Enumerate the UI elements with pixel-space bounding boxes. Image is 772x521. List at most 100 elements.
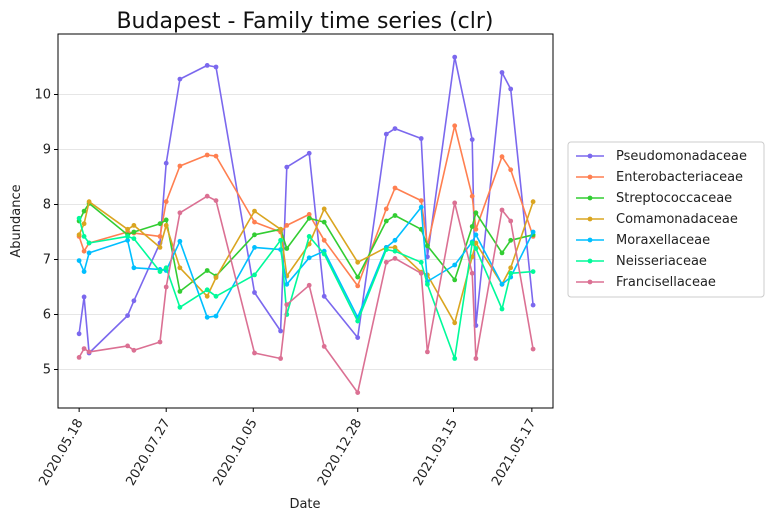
data-point	[452, 262, 458, 268]
series-pseudomonadaceae	[76, 54, 536, 356]
x-tick-label: 2020.05.18	[36, 417, 86, 489]
y-tick-label: 10	[34, 88, 51, 103]
data-point	[418, 270, 424, 276]
data-point	[530, 302, 536, 308]
data-point	[204, 63, 210, 68]
legend-item: Streptococcaceae	[576, 191, 732, 206]
data-point	[81, 294, 87, 300]
data-point	[425, 243, 430, 249]
data-point	[508, 86, 514, 92]
legend-item: Pseudomonadaceae	[576, 149, 747, 164]
legend-label: Francisellaceae	[616, 275, 716, 290]
data-point	[278, 328, 283, 334]
legend-swatch-marker	[587, 195, 593, 201]
data-point	[321, 251, 327, 257]
data-point	[418, 198, 424, 204]
legend-label: Pseudomonadaceae	[616, 149, 747, 164]
y-tick-label: 7	[43, 253, 51, 268]
data-point	[530, 199, 536, 205]
legend-item: Comamonadaceae	[576, 212, 738, 227]
data-point	[163, 160, 169, 166]
data-point	[284, 246, 290, 251]
data-point	[163, 217, 169, 223]
series-line	[78, 125, 534, 287]
x-tick-label: 2021.05.17	[489, 417, 539, 489]
series-line	[78, 56, 534, 354]
data-point	[125, 226, 130, 232]
data-point	[473, 226, 479, 232]
legend-swatch-marker	[587, 216, 593, 222]
data-point	[177, 210, 183, 216]
data-point	[252, 232, 257, 238]
data-point	[81, 234, 87, 239]
series-enterobacteriaceae	[76, 123, 536, 289]
data-point	[306, 212, 312, 217]
data-point	[252, 219, 257, 225]
data-point	[284, 302, 290, 307]
data-point	[252, 350, 257, 356]
y-tick-label: 9	[43, 143, 51, 158]
data-point	[163, 223, 169, 228]
data-point	[469, 137, 475, 143]
data-point	[508, 270, 514, 276]
data-point	[355, 335, 361, 340]
data-point	[508, 167, 514, 173]
data-point	[131, 236, 137, 242]
data-point	[530, 229, 536, 235]
data-point	[418, 259, 424, 265]
data-point	[177, 304, 183, 310]
x-tick-label: 2021.03.15	[411, 417, 461, 489]
data-point	[473, 356, 479, 361]
legend-item: Francisellaceae	[576, 275, 716, 290]
data-point	[473, 240, 479, 246]
x-tick-label: 2020.12.28	[315, 417, 365, 489]
chart-title: Budapest - Family time series (clr)	[116, 9, 493, 34]
data-point	[204, 287, 210, 293]
data-point	[473, 210, 479, 216]
data-point	[499, 250, 505, 256]
data-point	[76, 258, 82, 263]
data-point	[425, 349, 430, 355]
data-point	[131, 229, 137, 235]
data-point	[163, 265, 169, 271]
legend-swatch-marker	[587, 258, 593, 264]
data-point	[499, 154, 505, 160]
legend-label: Enterobacteriaceae	[616, 170, 743, 185]
series-comamonadaceae	[76, 199, 536, 326]
data-point	[213, 275, 219, 280]
data-point	[355, 390, 361, 395]
data-point	[306, 255, 312, 261]
data-point	[213, 313, 219, 319]
series-line	[78, 195, 534, 394]
data-point	[452, 200, 458, 206]
data-point	[383, 206, 389, 212]
legend-item: Neisseriaceae	[576, 254, 707, 269]
plot-frame	[57, 33, 554, 409]
data-point	[204, 193, 210, 199]
data-point	[213, 198, 219, 204]
data-point	[469, 270, 475, 276]
data-point	[76, 331, 82, 337]
y-tick-label: 6	[43, 308, 51, 323]
data-point	[383, 131, 389, 137]
data-point	[213, 293, 219, 299]
data-point	[355, 259, 361, 265]
data-point	[355, 283, 361, 289]
data-point	[508, 218, 514, 224]
legend-swatch-marker	[587, 153, 593, 159]
legend: Pseudomonadaceae Enterobacteriaceae Strept…	[567, 141, 765, 298]
data-point	[321, 237, 327, 243]
data-point	[530, 346, 536, 352]
data-point	[284, 164, 290, 170]
data-point	[452, 277, 458, 283]
data-point	[392, 213, 398, 218]
data-point	[157, 245, 163, 250]
data-point	[306, 234, 312, 239]
data-point	[86, 250, 92, 256]
data-point	[177, 76, 183, 82]
data-point	[76, 215, 82, 221]
data-point	[508, 265, 514, 271]
data-point	[131, 223, 137, 228]
data-point	[125, 237, 130, 243]
